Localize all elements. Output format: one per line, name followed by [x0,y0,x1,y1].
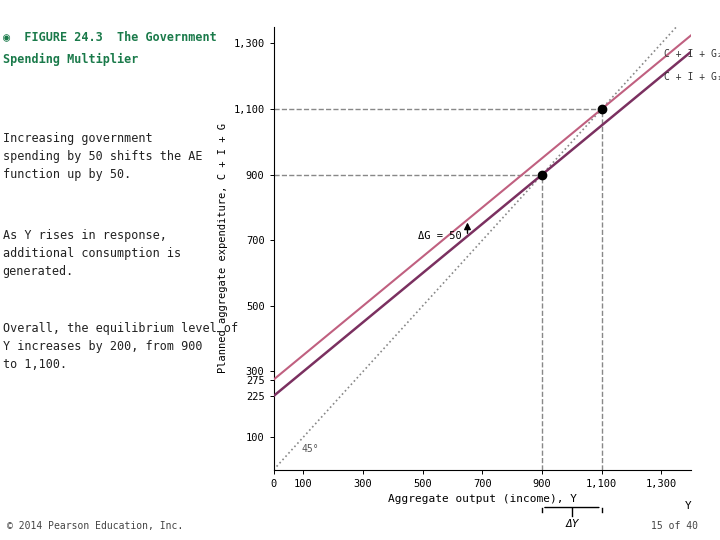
Text: 45°: 45° [302,444,320,454]
Text: Overall, the equilibrium level of
Y increases by 200, from 900
to 1,100.: Overall, the equilibrium level of Y incr… [3,322,238,371]
Text: C + I + G₁ = AE₁: C + I + G₁ = AE₁ [665,72,720,82]
Text: Increasing government
spending by 50 shifts the AE
function up by 50.: Increasing government spending by 50 shi… [3,132,202,181]
Text: ΔY: ΔY [565,519,579,529]
Text: 15 of 40: 15 of 40 [652,521,698,531]
Text: As Y rises in response,
additional consumption is
generated.: As Y rises in response, additional consu… [3,230,181,279]
Text: Y: Y [685,501,692,511]
Text: © 2014 Pearson Education, Inc.: © 2014 Pearson Education, Inc. [7,521,184,531]
Y-axis label: Planned aggregate expenditure, C + I + G: Planned aggregate expenditure, C + I + G [217,124,228,373]
Text: ΔG = 50: ΔG = 50 [418,231,462,241]
Text: ◉  FIGURE 24.3  The Government: ◉ FIGURE 24.3 The Government [3,30,216,43]
X-axis label: Aggregate output (income), Y: Aggregate output (income), Y [388,495,577,504]
Text: Spending Multiplier: Spending Multiplier [3,53,138,66]
Text: C + I + G₂ = AE₂: C + I + G₂ = AE₂ [665,49,720,59]
